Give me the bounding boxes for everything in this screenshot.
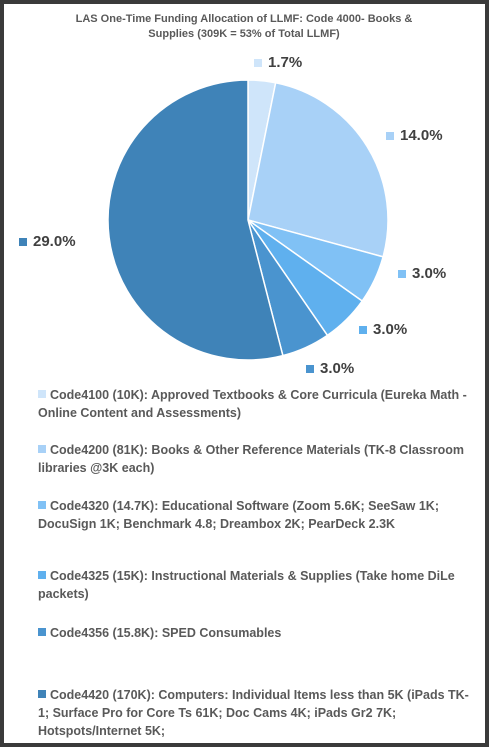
label-swatch xyxy=(254,59,262,67)
data-label: 14.0% xyxy=(400,127,443,144)
legend-swatch xyxy=(38,501,46,509)
label-swatch xyxy=(398,270,406,278)
legend-item: Code4325 (15K): Instructional Materials … xyxy=(38,567,470,603)
data-label: 3.0% xyxy=(373,321,407,338)
legend-label: Code4320 (14.7K): Educational Software (… xyxy=(38,499,439,531)
label-swatch xyxy=(306,365,314,373)
data-label: 1.7% xyxy=(268,54,302,71)
legend-swatch xyxy=(38,390,46,398)
legend-item: Code4200 (81K): Books & Other Reference … xyxy=(38,441,470,477)
pie-area: 1.7% 14.0% 3.0% 3.0% 3.0% 29.0% xyxy=(19,54,446,377)
legend-label: Code4100 (10K): Approved Textbooks & Cor… xyxy=(38,388,467,420)
legend-item: Code4100 (10K): Approved Textbooks & Cor… xyxy=(38,386,470,422)
pie-slice xyxy=(107,79,284,361)
legend-item: Code4320 (14.7K): Educational Software (… xyxy=(38,497,470,533)
legend-swatch xyxy=(38,690,46,698)
pie-slice xyxy=(247,81,389,258)
legend-swatch xyxy=(38,445,46,453)
data-label: 3.0% xyxy=(412,265,446,282)
legend-item: Code4356 (15.8K): SPED Consumables xyxy=(38,624,470,642)
label-swatch xyxy=(19,238,27,246)
data-label: 29.0% xyxy=(33,233,76,250)
label-swatch xyxy=(386,132,394,140)
legend-swatch xyxy=(38,571,46,579)
legend-label: Code4325 (15K): Instructional Materials … xyxy=(38,569,455,601)
legend-label: Code4200 (81K): Books & Other Reference … xyxy=(38,443,465,475)
data-label: 3.0% xyxy=(320,360,354,377)
label-swatch xyxy=(359,326,367,334)
chart-title: LAS One-Time Funding Allocation of LLMF:… xyxy=(75,13,413,40)
legend-swatch xyxy=(38,628,46,636)
legend-label: Code4420 (170K): Computers: Individual I… xyxy=(38,688,469,738)
legend-label: Code4356 (15.8K): SPED Consumables xyxy=(50,626,282,640)
legend-item: Code4420 (170K): Computers: Individual I… xyxy=(38,686,470,740)
